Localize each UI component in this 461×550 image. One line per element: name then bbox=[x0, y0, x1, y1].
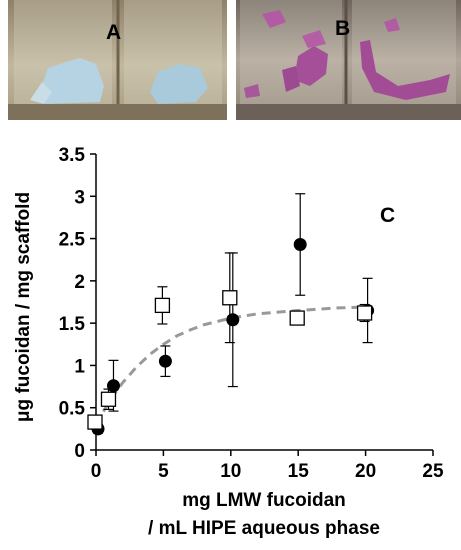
x-tick-label: 25 bbox=[422, 461, 444, 482]
x-tick-label: 15 bbox=[288, 461, 310, 482]
y-tick-label: 1 bbox=[74, 356, 85, 377]
y-tick-label: 3 bbox=[74, 187, 85, 208]
data-point-circle bbox=[293, 237, 307, 251]
y-axis-label: μg fucoidan / mg scaffold bbox=[13, 192, 34, 422]
panel-label-c: C bbox=[380, 204, 395, 227]
photo-panel-b bbox=[236, 0, 461, 120]
data-point-circle bbox=[226, 313, 240, 327]
x-tick-label: 5 bbox=[158, 461, 169, 482]
fit-curve bbox=[94, 305, 366, 426]
data-point-square bbox=[154, 297, 171, 314]
data-point-square bbox=[222, 290, 238, 306]
y-tick-label: 3.5 bbox=[59, 145, 86, 166]
data-point-square bbox=[289, 310, 305, 326]
y-tick-label: 0.5 bbox=[59, 399, 86, 420]
x-axis-label-line-2: / mL HIPE aqueous phase bbox=[148, 518, 380, 539]
data-point-square bbox=[356, 305, 373, 321]
data-point-square bbox=[87, 414, 103, 430]
fit-curve-group bbox=[94, 305, 366, 426]
x-tick-label: 20 bbox=[355, 461, 376, 482]
y-tick-label: 2 bbox=[74, 272, 85, 293]
x-tick-label: 0 bbox=[91, 461, 102, 482]
x-tick-label: 10 bbox=[220, 461, 241, 482]
photo-b-image bbox=[236, 0, 461, 120]
chart-axes: 0 0.5 1 1.5 2 2.5 3 3.5 0 5 10 15 20 25 bbox=[59, 145, 444, 482]
y-tick-label: 2.5 bbox=[59, 230, 86, 251]
photo-panel-a bbox=[8, 0, 227, 120]
x-axis-label-line-1: mg LMW fucoidan bbox=[182, 490, 346, 511]
photo-a-image bbox=[8, 0, 227, 120]
data-marks-group bbox=[87, 193, 375, 436]
scatter-chart: 0 0.5 1 1.5 2 2.5 3 3.5 0 5 10 15 20 25 C mg LMW fuco… bbox=[13, 145, 444, 539]
y-tick-label: 1.5 bbox=[59, 314, 86, 335]
panel-label-b: B bbox=[335, 17, 351, 40]
y-tick-label: 0 bbox=[74, 441, 85, 462]
data-point-circle bbox=[158, 354, 172, 368]
panel-label-a: A bbox=[106, 21, 122, 44]
data-point-square bbox=[100, 391, 117, 407]
